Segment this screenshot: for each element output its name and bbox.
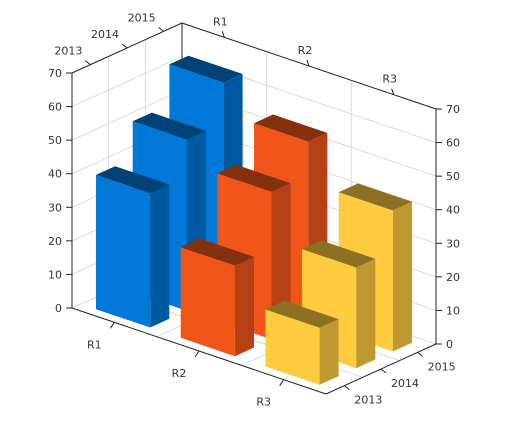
- y-tick-label-left: 20: [48, 235, 62, 248]
- chart-labels: 0 0 10 10 20 20 30 30 40 40 50 50 60 60 70 70 R1 R1 R2 R2 R3…: [48, 11, 460, 408]
- z-category-label-top: 2013: [54, 45, 82, 58]
- z-tick-right: [344, 385, 350, 391]
- z-tick-top: [158, 26, 164, 32]
- x-tick-top: [391, 88, 395, 95]
- y-tick-label-left: 70: [48, 67, 62, 80]
- chart-bars: [96, 55, 412, 385]
- bar-front-face: [180, 247, 235, 357]
- y-tick-label-right: 50: [446, 170, 460, 183]
- bar-top-face: [302, 240, 376, 268]
- y-tick-label-left: 50: [48, 134, 62, 147]
- z-category-label-top: 2015: [128, 11, 156, 24]
- y-tick-label-left: 40: [48, 168, 62, 181]
- x-tick-top: [221, 31, 225, 38]
- z-category-label-top: 2014: [91, 28, 119, 41]
- y-tick-label-right: 30: [446, 237, 460, 250]
- x-category-label-front: R3: [256, 396, 271, 409]
- bar-side-face: [392, 201, 412, 352]
- bar-side-face: [271, 183, 291, 340]
- bar-top-face: [169, 55, 243, 83]
- y-tick-label-left: 0: [55, 302, 62, 315]
- z-tick-top: [121, 43, 128, 49]
- x-category-label-front: R2: [172, 367, 187, 380]
- z-category-label-right: 2014: [391, 377, 419, 390]
- bar-top-face: [132, 112, 206, 140]
- y-tick-label-right: 40: [446, 204, 460, 217]
- bar-top-face: [265, 300, 339, 328]
- y-tick-label-left: 60: [48, 101, 62, 114]
- bar-side-face: [150, 184, 170, 328]
- z-category-label-right: 2015: [428, 360, 456, 373]
- z-tick-top: [85, 60, 91, 66]
- z-tick-right: [380, 368, 387, 374]
- bar-top-face: [254, 114, 328, 142]
- y-tick-label-left: 30: [48, 201, 62, 214]
- y-tick-label-right: 60: [446, 137, 460, 150]
- y-tick-label-right: 10: [446, 304, 460, 317]
- bar-top-face: [96, 166, 170, 194]
- x-tick-front: [279, 379, 285, 386]
- bar-top-face: [180, 238, 254, 266]
- bar-side-face: [234, 256, 254, 357]
- z-category-label-right: 2013: [354, 394, 382, 407]
- bar-front-face: [96, 174, 151, 328]
- x-tick-front: [109, 322, 115, 329]
- bar-side-face: [319, 319, 339, 385]
- y-tick-label-right: 0: [446, 338, 453, 351]
- bar-R3-2013: [265, 300, 339, 385]
- gridline-y: [71, 22, 437, 110]
- bar-R1-2013: [96, 166, 170, 328]
- y-tick-label-left: 10: [48, 268, 62, 281]
- bar-top-face: [338, 183, 412, 211]
- x-category-label-top: R3: [382, 73, 397, 86]
- bar-front-face: [265, 309, 320, 385]
- x-category-label-top: R2: [298, 44, 313, 57]
- y-tick-label-right: 70: [446, 103, 460, 116]
- x-category-label-front: R1: [87, 338, 102, 351]
- z-tick-right: [417, 351, 423, 357]
- x-category-label-top: R1: [213, 15, 228, 28]
- bar-side-face: [356, 258, 376, 369]
- bar-top-face: [217, 164, 291, 192]
- y-tick-label-right: 20: [446, 271, 460, 284]
- x-tick-top: [306, 59, 310, 67]
- x-tick-front: [194, 350, 200, 358]
- bar-R2-2013: [180, 238, 254, 357]
